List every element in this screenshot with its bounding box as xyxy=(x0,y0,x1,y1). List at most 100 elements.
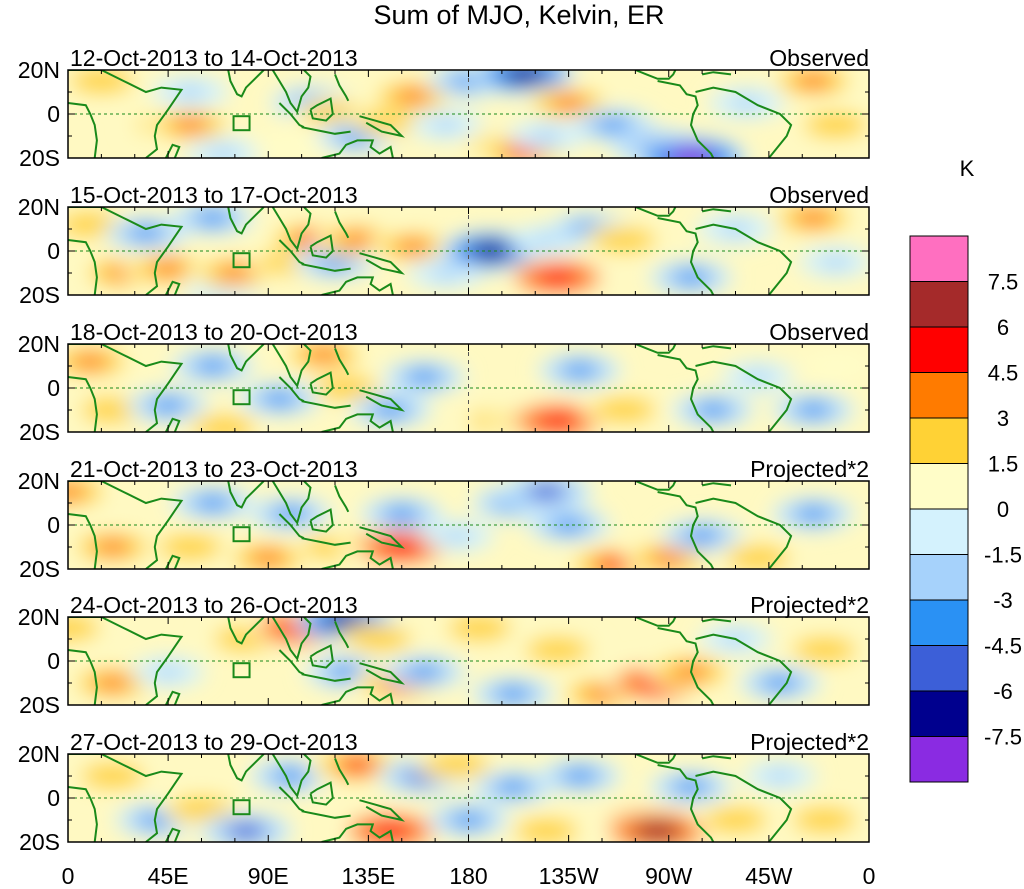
coastlines xyxy=(68,344,793,432)
colorbar-swatch xyxy=(909,463,969,510)
anomaly-core xyxy=(196,495,229,511)
anomaly-core xyxy=(797,402,830,418)
panel-date-range: 15-Oct-2013 to 17-Oct-2013 xyxy=(70,182,358,208)
coastline xyxy=(701,618,732,623)
colorbar-level-label: 7.5 xyxy=(988,270,1019,295)
y-tick-label: 20S xyxy=(19,692,60,718)
anomaly-core xyxy=(407,369,441,385)
y-tick-label: 20S xyxy=(19,419,60,445)
anomaly-core xyxy=(407,664,441,680)
panel-1: 20N 0 20S 12-Oct-2013 to 14-Oct-2013 Observe… xyxy=(18,45,870,171)
y-tick-label: 0 xyxy=(47,238,60,264)
coastline xyxy=(359,799,405,822)
coastline xyxy=(301,126,351,135)
anomaly-core xyxy=(530,823,563,839)
anomaly-core xyxy=(175,85,205,99)
y-tick-label: 20N xyxy=(18,604,60,630)
anomaly-core xyxy=(276,140,305,154)
anomaly-core xyxy=(207,420,240,432)
anomaly-core xyxy=(608,402,641,418)
coastline xyxy=(635,207,677,217)
coastline xyxy=(301,673,351,682)
colorbar-swatch xyxy=(909,235,969,282)
y-tick-label: 20S xyxy=(19,829,60,855)
x-tick-label: 180 xyxy=(449,863,487,889)
colorbar-unit: K xyxy=(960,156,975,181)
colorbar-level-label: 6 xyxy=(997,315,1009,340)
coastline xyxy=(227,344,265,372)
panels: 20N 0 20S 12-Oct-2013 to 14-Oct-2013 Observe… xyxy=(18,45,870,855)
coastline xyxy=(334,74,350,102)
anomaly-core xyxy=(196,210,229,226)
y-tick-label: 20N xyxy=(18,331,60,357)
coastline xyxy=(278,786,305,813)
anomaly-core xyxy=(174,539,207,555)
coastline xyxy=(657,80,715,158)
panel-date-range: 12-Oct-2013 to 14-Oct-2013 xyxy=(70,45,358,71)
colorbar-swatch xyxy=(909,372,969,419)
coastline xyxy=(695,86,793,158)
coastline xyxy=(359,526,405,549)
colorbar: K 7.5 6 4.5 3 1.5 0 -1.5 -3 -4.5 -6 -7.5 xyxy=(909,156,1022,783)
anomaly-core xyxy=(719,812,752,828)
coastline xyxy=(68,239,98,295)
coastline xyxy=(657,354,715,432)
x-tick-label: 90W xyxy=(645,863,693,889)
anomaly-core xyxy=(443,529,471,543)
y-tick-label: 20N xyxy=(18,468,60,494)
colorbar-level-label: -6 xyxy=(993,679,1013,704)
anomaly-core xyxy=(68,620,85,636)
colorbar-swatch xyxy=(909,417,969,464)
coastline xyxy=(278,376,305,403)
panel-5: 20N 0 20S 24-Oct-2013 to 26-Oct-2013 Project… xyxy=(18,592,870,718)
anomaly-core xyxy=(496,779,530,795)
coastline xyxy=(68,70,184,158)
anomaly-core xyxy=(763,675,797,691)
coastline xyxy=(68,481,184,569)
colorbar-level-label: -1.5 xyxy=(984,543,1022,568)
coastline xyxy=(657,764,715,842)
coastline xyxy=(68,102,98,158)
coastline xyxy=(227,207,265,235)
anomaly-core xyxy=(432,118,460,132)
coastline xyxy=(68,344,184,432)
anomaly-core xyxy=(85,73,118,89)
anomaly-core xyxy=(250,549,287,567)
coastline xyxy=(334,621,350,649)
anomaly-core xyxy=(72,353,109,370)
panel-label: Observed xyxy=(769,319,869,345)
coastline xyxy=(165,417,181,432)
region-box xyxy=(232,526,251,543)
colorbar-swatch xyxy=(909,326,969,373)
coastline xyxy=(635,754,677,764)
colorbar-level-label: 3 xyxy=(997,406,1009,431)
anomaly-field xyxy=(68,70,869,158)
anomaly-core xyxy=(305,346,342,364)
anomaly-core xyxy=(502,70,546,85)
coastline xyxy=(701,208,732,213)
anomaly-core xyxy=(744,370,772,384)
coastline xyxy=(321,276,394,295)
anomaly-core xyxy=(96,768,129,784)
anomaly-core xyxy=(496,686,530,702)
anomaly-field xyxy=(68,617,867,705)
anomaly-core xyxy=(819,117,852,133)
panel-date-range: 27-Oct-2013 to 29-Oct-2013 xyxy=(70,729,358,755)
anomaly-core xyxy=(697,402,730,418)
coastline xyxy=(165,690,181,705)
coastline xyxy=(321,413,394,432)
coastline xyxy=(227,617,265,645)
chart-title: Sum of MJO, Kelvin, ER xyxy=(373,0,664,30)
region-box xyxy=(232,115,251,132)
coastline xyxy=(635,617,677,627)
colorbar-swatch xyxy=(909,736,969,783)
y-tick-label: 0 xyxy=(47,512,60,538)
coastline xyxy=(635,344,677,354)
coastline xyxy=(701,71,732,76)
y-tick-label: 0 xyxy=(47,785,60,811)
anomaly-core xyxy=(94,674,131,692)
panel-date-range: 18-Oct-2013 to 20-Oct-2013 xyxy=(70,319,358,345)
coastline xyxy=(635,481,677,491)
coastline xyxy=(165,280,181,295)
anomaly-core xyxy=(129,225,163,241)
